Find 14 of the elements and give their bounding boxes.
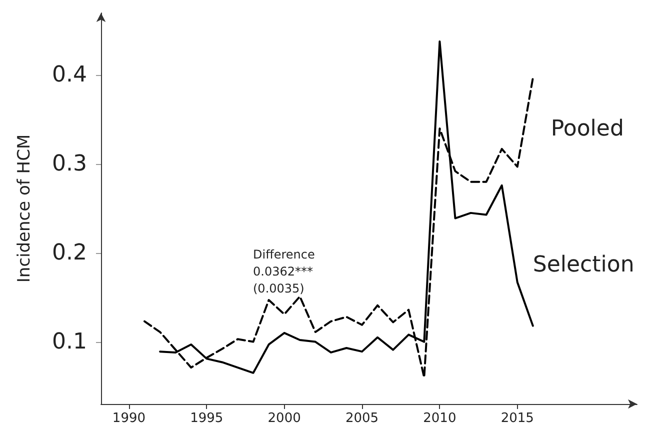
y-tick-label: 0.1 [52, 329, 87, 354]
x-tick-label: 1995 [190, 411, 224, 426]
series-label: Pooled [550, 116, 624, 142]
y-tick-label: 0.3 [52, 152, 87, 177]
series-label: Selection [532, 252, 634, 278]
x-tick-label: 1990 [112, 411, 146, 426]
x-tick-label: 2005 [345, 411, 379, 426]
y-tick-label: 0.4 [52, 62, 87, 88]
x-tick-label: 2000 [268, 411, 301, 426]
y-axis-title: Incidence of HCM [14, 134, 34, 283]
x-tick-label: 2010 [423, 411, 456, 426]
annotation: Difference 0.0362*** (0.0035) [253, 248, 315, 296]
x-tick-label: 2015 [500, 411, 534, 426]
y-tick-label: 0.2 [52, 240, 87, 266]
